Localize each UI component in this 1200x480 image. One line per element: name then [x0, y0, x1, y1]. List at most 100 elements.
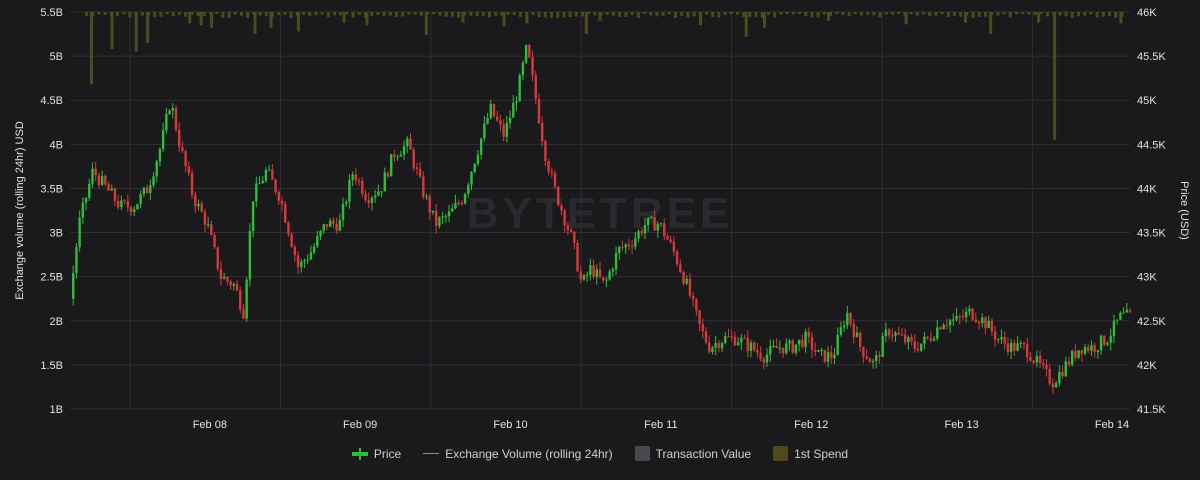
candle-up [875, 355, 878, 361]
candle-up [261, 180, 264, 184]
watermark: BYTETREE [467, 189, 734, 238]
candle-down [1087, 346, 1090, 351]
legend-item-transaction-value[interactable]: Transaction Value [634, 446, 751, 461]
candle-down [727, 336, 730, 338]
candle-up [467, 184, 470, 194]
candle-down [1013, 342, 1016, 351]
x-tick-label: Feb 13 [944, 419, 978, 431]
legend-item-price[interactable]: Price [351, 446, 401, 461]
candle-up [765, 354, 769, 363]
candle-up [373, 195, 377, 198]
candle-up [447, 211, 451, 217]
volume-bar [593, 12, 597, 16]
volume-bar [302, 12, 305, 15]
candle-down [1003, 337, 1006, 344]
candle-up [206, 224, 210, 226]
candle-up [1112, 320, 1116, 336]
candle-up [168, 110, 171, 114]
candle-down [210, 224, 213, 236]
candle-up [444, 216, 448, 218]
volume-bar [1101, 12, 1105, 17]
x-tick-label: Feb 11 [644, 419, 677, 431]
candle-down [393, 154, 396, 157]
legend-item-exchange-volume-rolling-24hr[interactable]: Exchange Volume (rolling 24hr) [423, 446, 613, 461]
volume-bar [1039, 12, 1043, 15]
right-axis-title: Price (USD) [1178, 181, 1190, 240]
candle-down [242, 309, 245, 319]
candle-up [871, 360, 875, 363]
candle-down [126, 201, 130, 208]
candle-down [1029, 357, 1032, 361]
candle-up [518, 75, 521, 102]
volume-bar [878, 12, 882, 18]
candle-up [300, 261, 303, 267]
volume-bar [605, 12, 609, 15]
candle-down [598, 269, 602, 278]
candle-up [155, 161, 158, 177]
candle-up [479, 138, 483, 155]
candle-down [219, 268, 223, 279]
candle-down [1006, 343, 1010, 352]
volume-bar [643, 12, 646, 15]
volume-bar [264, 12, 268, 17]
candle-down [592, 265, 595, 278]
volume-bar [475, 12, 479, 16]
left-tick-label: 2.5B [40, 272, 63, 284]
candle-down [945, 325, 949, 327]
volume-bar [674, 12, 677, 18]
candle-down [1042, 363, 1045, 365]
candle-down [695, 299, 698, 311]
volume-bar [636, 12, 640, 18]
candle-up [328, 220, 332, 227]
candle-down [129, 207, 133, 212]
volume-bar [767, 12, 770, 15]
candle-up [264, 169, 268, 181]
candle-down [563, 210, 566, 226]
candle-down [537, 99, 541, 123]
candle-down [290, 234, 293, 248]
candle-down [810, 336, 814, 351]
candle-down [858, 332, 862, 348]
candle-up [582, 275, 586, 280]
volume-bar [370, 12, 374, 16]
volume-bar [791, 12, 795, 15]
candle-down [752, 342, 756, 351]
volume-bar [277, 12, 281, 16]
candle-up [341, 203, 345, 220]
volume-bar [240, 12, 243, 16]
candle-down [296, 255, 300, 267]
legend-item-1st-spend[interactable]: 1st Spend [773, 446, 848, 461]
volume-bar [971, 12, 975, 18]
volume-bar [519, 12, 522, 17]
candle-up [383, 172, 386, 192]
candle-up [470, 171, 473, 185]
volume-bar [283, 12, 287, 15]
volume-bar [810, 12, 814, 18]
volume-bar [140, 12, 144, 16]
candle-up [1019, 342, 1022, 344]
legend-label: Exchange Volume (rolling 24hr) [445, 446, 613, 461]
candle-down [759, 352, 762, 359]
volume-bar [153, 12, 157, 18]
candle-up [724, 336, 727, 343]
left-tick-label: 4.5B [40, 95, 63, 107]
legend-swatch [351, 447, 368, 460]
left-tick-label: 4B [50, 139, 63, 151]
candle-up [711, 347, 714, 353]
candle-down [756, 350, 759, 353]
candle-up [303, 260, 306, 262]
candle-down [502, 124, 505, 137]
volume-bar [494, 12, 498, 16]
candle-down [1128, 309, 1132, 312]
left-tick-label: 5B [50, 51, 63, 63]
x-tick-label: Feb 09 [343, 419, 377, 431]
candle-up [1083, 346, 1087, 354]
candle-up [197, 203, 200, 207]
candle-up [142, 187, 146, 195]
volume-bar [184, 12, 188, 17]
candle-down [630, 246, 634, 248]
candle-down [280, 200, 284, 204]
candle-down [560, 205, 563, 211]
volume-bar [866, 12, 870, 15]
candle-down [335, 223, 338, 231]
